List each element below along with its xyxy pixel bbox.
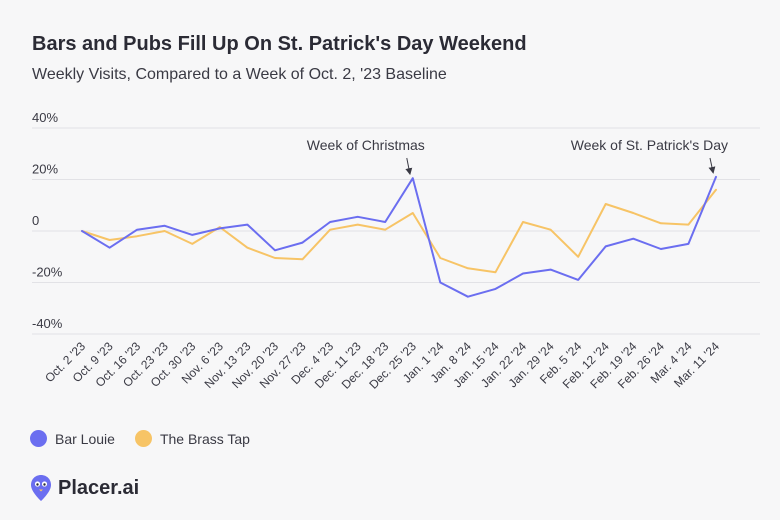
data-point-bar-louie[interactable] — [714, 174, 719, 179]
data-point-bar-louie[interactable] — [576, 277, 581, 282]
data-point-the-brass-tap[interactable] — [355, 222, 360, 227]
data-point-bar-louie[interactable] — [135, 227, 140, 232]
legend-item-bar-louie[interactable]: Bar Louie — [30, 430, 115, 447]
y-tick-label: 40% — [32, 110, 58, 125]
series-line-bar-louie[interactable] — [81, 175, 717, 298]
data-point-bar-louie[interactable] — [272, 248, 277, 253]
data-point-the-brass-tap[interactable] — [135, 234, 140, 239]
data-point-the-brass-tap[interactable] — [272, 256, 277, 261]
data-point-bar-louie[interactable] — [355, 214, 360, 219]
data-point-the-brass-tap[interactable] — [548, 227, 553, 232]
data-point-bar-louie[interactable] — [686, 241, 691, 246]
legend-label-the-brass-tap: The Brass Tap — [159, 430, 250, 447]
data-point-the-brass-tap[interactable] — [383, 227, 388, 232]
y-tick-label: -40% — [32, 316, 63, 331]
data-point-bar-louie[interactable] — [107, 245, 112, 250]
annotation-arrow — [405, 157, 413, 176]
brand-logo[interactable]: Placer.ai — [30, 474, 139, 502]
data-point-bar-louie[interactable] — [80, 229, 85, 234]
chart-title: Bars and Pubs Fill Up On St. Patrick's D… — [32, 33, 527, 55]
chart-subtitle: Weekly Visits, Compared to a Week of Oct… — [32, 66, 447, 83]
annotation-layer: Week of Christmas Week of St. Patrick's D… — [307, 137, 728, 176]
data-point-bar-louie[interactable] — [217, 226, 222, 231]
data-point-the-brass-tap[interactable] — [438, 256, 443, 261]
data-point-bar-louie[interactable] — [521, 271, 526, 276]
data-point-bar-louie[interactable] — [245, 222, 250, 227]
data-point-bar-louie[interactable] — [658, 247, 663, 252]
data-point-the-brass-tap[interactable] — [300, 257, 305, 262]
data-point-bar-louie[interactable] — [162, 223, 167, 228]
legend-swatch-the-brass-tap — [134, 430, 152, 447]
data-point-the-brass-tap[interactable] — [190, 241, 195, 246]
annotation-label: Week of Christmas — [307, 137, 425, 153]
data-point-bar-louie[interactable] — [438, 280, 443, 285]
legend-item-the-brass-tap[interactable]: The Brass Tap — [134, 430, 250, 447]
data-point-the-brass-tap[interactable] — [107, 238, 112, 243]
legend-swatch-bar-louie — [30, 430, 47, 447]
series-line-the-brass-tap[interactable] — [81, 188, 717, 274]
brand-name: Placer.ai — [58, 476, 140, 499]
y-tick-label: 0 — [32, 213, 39, 228]
annotation-label: Week of St. Patrick's Day — [571, 137, 728, 153]
data-point-bar-louie[interactable] — [300, 240, 305, 245]
grid-layer — [32, 127, 760, 335]
data-point-the-brass-tap[interactable] — [162, 229, 167, 234]
annotation-arrow — [708, 157, 716, 174]
data-point-the-brass-tap[interactable] — [245, 245, 250, 250]
data-point-the-brass-tap[interactable] — [410, 210, 415, 215]
y-tick-label: -20% — [32, 265, 63, 280]
data-point-bar-louie[interactable] — [383, 219, 388, 224]
data-point-bar-louie[interactable] — [190, 232, 195, 237]
data-point-bar-louie[interactable] — [493, 286, 498, 291]
data-point-the-brass-tap[interactable] — [631, 210, 636, 215]
line-chart: 40%20%0-20%-40% Week of Christmas Week of… — [32, 110, 760, 392]
data-point-the-brass-tap[interactable] — [493, 270, 498, 275]
legend-label-bar-louie: Bar Louie — [55, 430, 115, 447]
data-point-the-brass-tap[interactable] — [658, 221, 663, 226]
data-point-the-brass-tap[interactable] — [521, 219, 526, 224]
data-point-bar-louie[interactable] — [603, 244, 608, 249]
data-point-bar-louie[interactable] — [328, 219, 333, 224]
placer-pin-icon — [31, 475, 51, 501]
data-point-the-brass-tap[interactable] — [328, 227, 333, 232]
data-point-the-brass-tap[interactable] — [714, 187, 719, 192]
data-point-bar-louie[interactable] — [465, 294, 470, 299]
data-point-the-brass-tap[interactable] — [576, 254, 581, 259]
data-point-the-brass-tap[interactable] — [465, 266, 470, 271]
data-point-bar-louie[interactable] — [410, 176, 415, 181]
y-axis: 40% 20% 0 -20% -40% — [32, 110, 63, 331]
y-tick-label: 20% — [32, 162, 58, 177]
series-layer — [80, 174, 719, 299]
data-point-the-brass-tap[interactable] — [686, 222, 691, 227]
data-point-bar-louie[interactable] — [631, 236, 636, 241]
data-point-the-brass-tap[interactable] — [603, 201, 608, 206]
legend: Bar Louie The Brass Tap — [30, 430, 270, 447]
data-point-bar-louie[interactable] — [548, 267, 553, 272]
